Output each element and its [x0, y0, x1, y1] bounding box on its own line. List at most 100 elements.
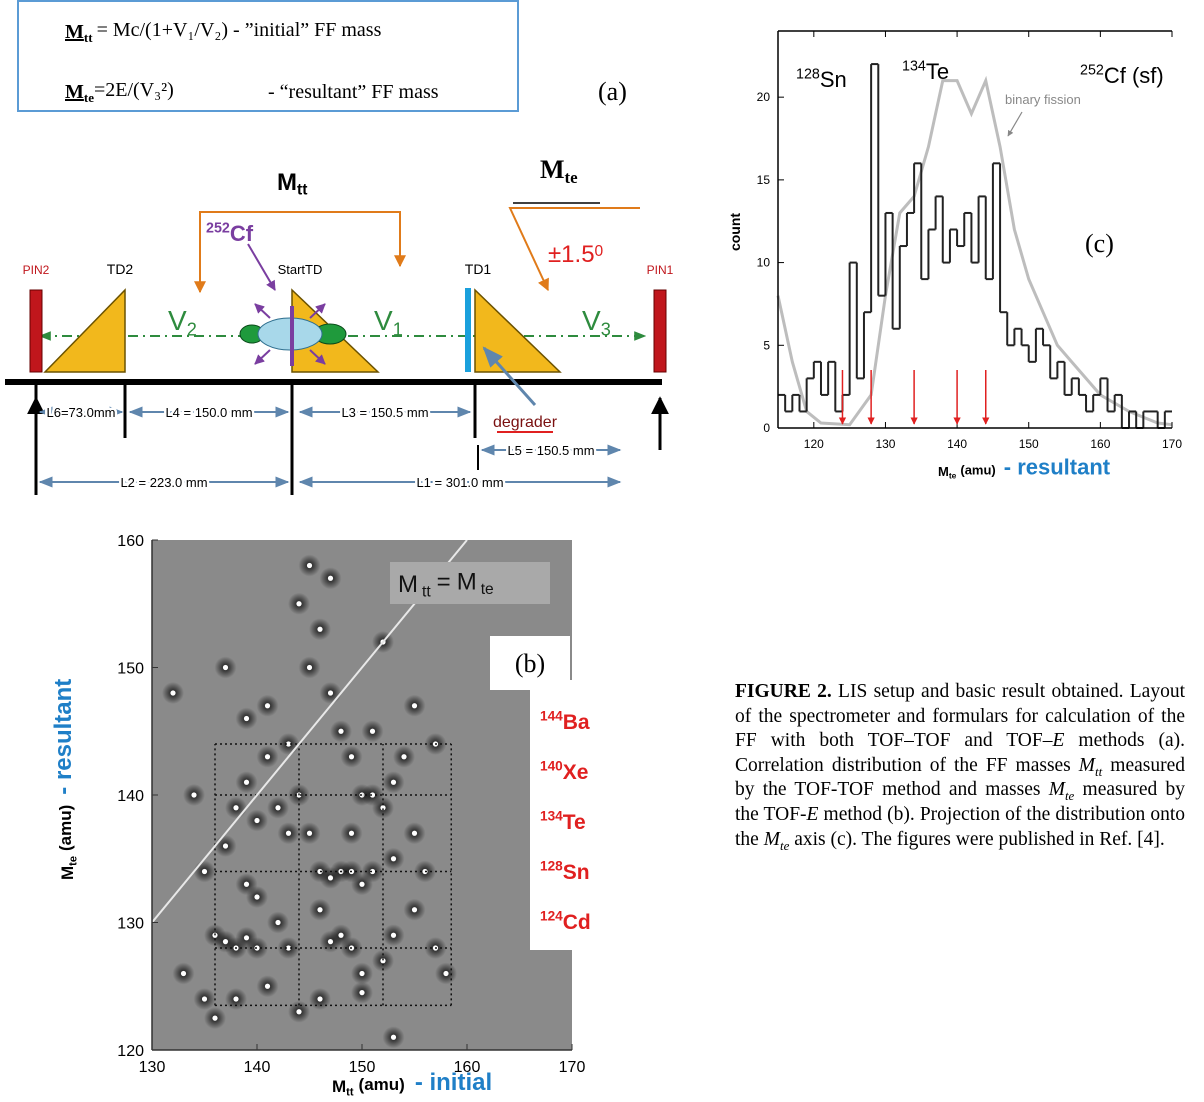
y-tick-label: 20: [757, 90, 771, 104]
point-dot: [390, 779, 397, 785]
point: [403, 898, 426, 921]
point-dot: [212, 1015, 218, 1021]
angle-label-part: 0: [595, 243, 604, 260]
isotope-label-part: Xe: [563, 761, 589, 784]
point: [214, 656, 237, 679]
x-axis-label-part: (amu): [359, 1075, 405, 1094]
point: [309, 898, 331, 921]
diagram: [5, 0, 669, 495]
caption-text: measured by the TOF-: [735, 779, 1185, 825]
velocity-label-part: V: [374, 305, 393, 336]
velocity-label: V1: [374, 305, 403, 339]
panel-label: (a): [598, 77, 627, 106]
x-tick-label: 130: [875, 437, 895, 451]
point: [372, 949, 394, 972]
y-tick-label: 0: [763, 421, 770, 435]
formula: Mte=2E/(V₃²): [65, 79, 174, 105]
y-tick-label: 150: [117, 661, 144, 678]
emission-arrows: [247, 243, 326, 365]
y-tick-label: 15: [757, 173, 771, 187]
velocity-label: V2: [168, 305, 197, 339]
point-dot: [254, 817, 260, 824]
isotope-label: 124Cd: [540, 909, 591, 934]
mtt-label-part: M: [277, 169, 297, 196]
caption-text: Mtt: [1078, 754, 1103, 779]
point: [393, 745, 415, 768]
mte-label-part: te: [565, 168, 579, 187]
diagonal-label-part: te: [481, 581, 494, 598]
isotope-label-part: Ba: [563, 711, 590, 734]
point-dot: [285, 945, 292, 951]
diagram-label: L4 = 150.0 mm: [165, 405, 252, 420]
diagram-label: StartTD: [278, 262, 323, 277]
x-tick-label: 140: [947, 437, 967, 451]
isotope-label: 252Cf (sf): [1080, 62, 1164, 88]
panel-label: (b): [515, 649, 545, 678]
point: [267, 796, 289, 819]
point: [225, 796, 247, 819]
point: [435, 962, 457, 985]
point-dot: [359, 881, 365, 887]
isotope-label-part: Cf (sf): [1104, 63, 1164, 88]
point-dot: [201, 996, 208, 1002]
point-dot: [275, 919, 281, 926]
caption-text: Mte: [1048, 779, 1075, 804]
isotope-label: 144Ba: [540, 709, 590, 734]
isotope-label-part: 128: [540, 859, 563, 874]
caption-subscript: tt: [1095, 763, 1103, 779]
point-dot: [401, 754, 407, 760]
curve-label-arrow: [1007, 111, 1023, 137]
point-dot: [411, 703, 418, 709]
caption-subscript: te: [779, 837, 790, 853]
point-dot: [380, 805, 386, 811]
x-tick-label: 170: [1162, 437, 1182, 451]
formula-part: M: [65, 21, 84, 43]
point-dot: [233, 996, 239, 1002]
velocity-label-part: V: [168, 305, 187, 336]
point-dot: [338, 728, 344, 734]
point: [256, 975, 279, 998]
point-dot: [170, 690, 176, 696]
point: [256, 694, 279, 717]
point-dot: [390, 932, 397, 938]
angle-label-part: ±1.5: [548, 241, 595, 268]
point-dot: [348, 830, 355, 836]
point: [214, 835, 237, 857]
isotope-label: 128Sn: [540, 859, 590, 884]
point-dot: [275, 805, 281, 811]
formula-note: - “resultant” FF mass: [268, 81, 439, 103]
isotope-label-part: 252: [1080, 62, 1104, 78]
point-dot: [327, 575, 334, 581]
velocity-label-part: 2: [187, 319, 197, 339]
y-axis-label-part: M: [58, 866, 77, 880]
point-dot: [222, 664, 229, 671]
x-tick-label: 140: [244, 1059, 271, 1076]
isotope-label-part: Sn: [820, 67, 847, 92]
point: [372, 796, 394, 819]
point: [309, 618, 331, 641]
diagram-label: L2 = 223.0 mm: [120, 475, 207, 490]
diagonal-label-part: =: [437, 568, 451, 595]
isotope-label: 134Te: [540, 809, 586, 834]
formula: Mtt = Mc/(1+V₁/V₂) - ”initial” FF mass: [65, 19, 382, 45]
diagram-label: PIN1: [647, 263, 674, 277]
caption-text: methods (a). Correlation distribution of…: [735, 730, 1185, 776]
x-tick-label: 150: [1019, 437, 1039, 451]
point-dot: [411, 830, 418, 836]
point: [298, 656, 321, 679]
x-axis-label-part: (amu): [960, 463, 995, 478]
point: [267, 911, 289, 934]
formula-part: =2E/(V₃²): [94, 79, 174, 101]
curve-label: binary fission: [1005, 92, 1081, 107]
point: [351, 962, 373, 985]
point-dot: [296, 601, 302, 607]
x-axis-label-part: - resultant: [1004, 455, 1111, 480]
point: [298, 822, 321, 845]
point: [351, 981, 373, 1004]
point-dot: [243, 881, 250, 887]
formula-part: M: [65, 81, 84, 103]
point-dot: [411, 907, 418, 913]
point: [382, 1026, 405, 1049]
point-dot: [254, 894, 260, 900]
